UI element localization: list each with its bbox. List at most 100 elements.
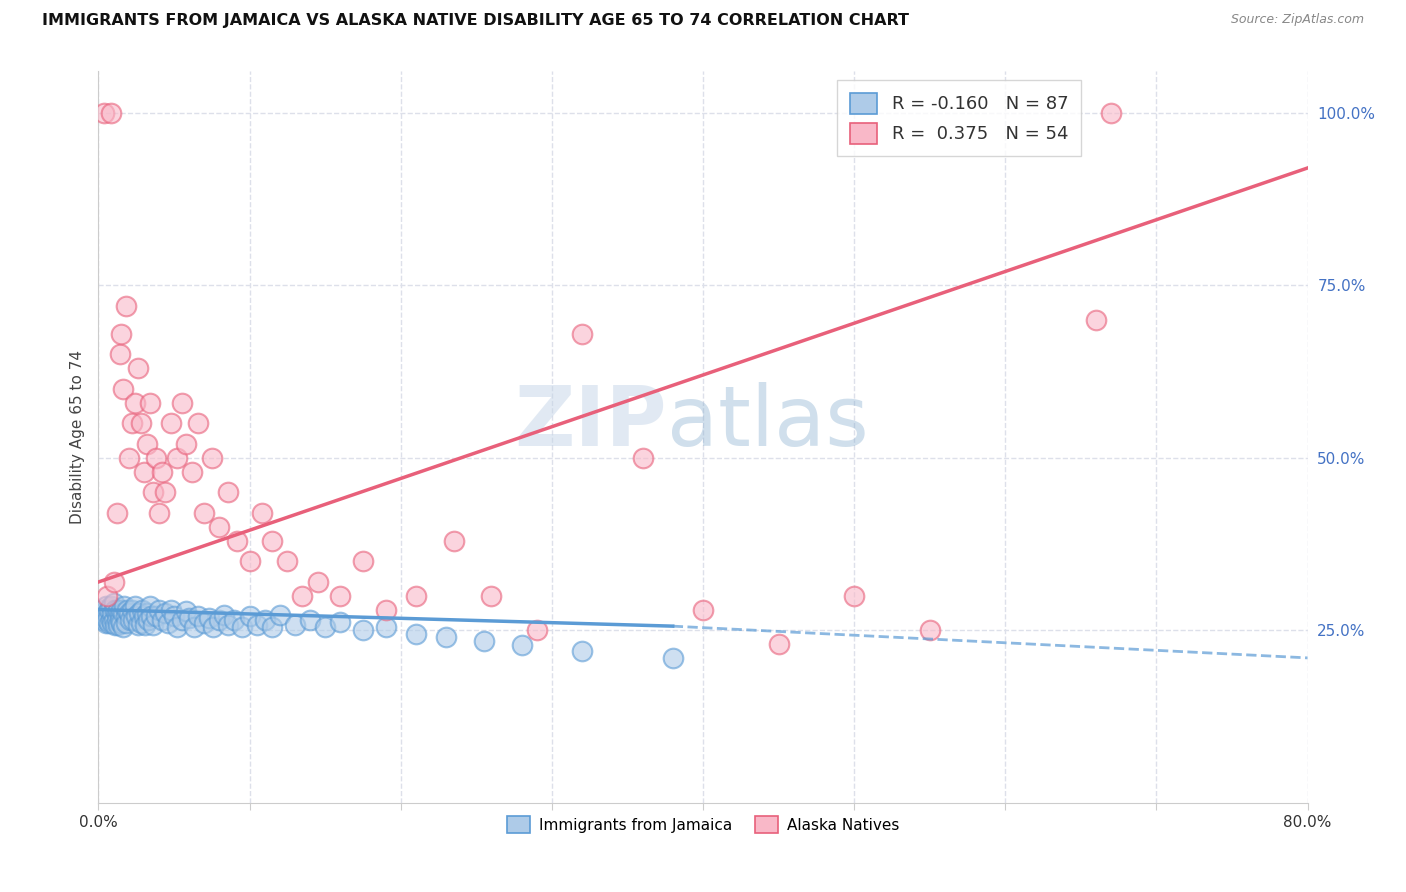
Point <box>104 602 127 616</box>
Point <box>174 604 197 618</box>
Point <box>101 616 124 631</box>
Point <box>174 437 197 451</box>
Point <box>163 609 186 624</box>
Point <box>131 602 153 616</box>
Point <box>170 395 193 409</box>
Point <box>510 639 533 653</box>
Point <box>108 613 131 627</box>
Point <box>100 599 122 614</box>
Point <box>94 599 117 614</box>
Point <box>239 554 262 568</box>
Point <box>128 606 150 620</box>
Point <box>124 599 146 614</box>
Point <box>571 326 593 341</box>
Point <box>129 417 152 431</box>
Point <box>1085 312 1108 326</box>
Point <box>329 589 352 603</box>
Point <box>187 417 209 431</box>
Point <box>156 616 179 631</box>
Point <box>226 533 249 548</box>
Point <box>98 602 121 616</box>
Point <box>135 606 157 620</box>
Point <box>405 626 427 640</box>
Point <box>103 574 125 589</box>
Point <box>150 613 173 627</box>
Point <box>145 609 167 624</box>
Point <box>122 613 145 627</box>
Point <box>181 465 204 479</box>
Point <box>692 602 714 616</box>
Point <box>114 609 136 624</box>
Point <box>120 613 142 627</box>
Point <box>107 602 129 616</box>
Point <box>142 617 165 632</box>
Point <box>118 450 141 465</box>
Point <box>132 609 155 624</box>
Point <box>107 617 129 632</box>
Point <box>201 450 224 465</box>
Point <box>108 347 131 361</box>
Point <box>217 485 239 500</box>
Point <box>90 602 112 616</box>
Point <box>108 606 131 620</box>
Point <box>96 606 118 620</box>
Point <box>150 465 173 479</box>
Point <box>166 450 188 465</box>
Text: Source: ZipAtlas.com: Source: ZipAtlas.com <box>1230 13 1364 27</box>
Point <box>111 382 134 396</box>
Point <box>93 609 115 624</box>
Point <box>352 554 374 568</box>
Point <box>284 617 307 632</box>
Point <box>231 620 253 634</box>
Point <box>374 602 396 616</box>
Point <box>239 609 262 624</box>
Point <box>329 615 352 629</box>
Point <box>100 105 122 120</box>
Point <box>170 613 193 627</box>
Point <box>262 533 284 548</box>
Point <box>768 637 790 651</box>
Point <box>127 617 149 632</box>
Point <box>526 624 548 638</box>
Point <box>112 599 135 614</box>
Point <box>253 613 276 627</box>
Point <box>443 533 465 548</box>
Point <box>132 465 155 479</box>
Y-axis label: Disability Age 65 to 74: Disability Age 65 to 74 <box>69 350 84 524</box>
Point <box>208 613 231 627</box>
Point <box>93 105 115 120</box>
Point <box>314 620 336 634</box>
Point <box>93 613 115 627</box>
Point <box>127 361 149 376</box>
Point <box>307 574 329 589</box>
Point <box>250 506 273 520</box>
Point <box>166 620 188 634</box>
Point <box>91 606 114 620</box>
Point <box>148 506 170 520</box>
Point <box>374 620 396 634</box>
Point <box>111 606 134 620</box>
Point <box>105 613 128 627</box>
Point <box>217 617 239 632</box>
Point <box>98 616 121 631</box>
Point <box>212 608 235 623</box>
Point <box>269 608 291 623</box>
Point <box>352 624 374 638</box>
Point <box>481 589 503 603</box>
Point <box>110 326 132 341</box>
Text: atlas: atlas <box>666 382 869 463</box>
Point <box>139 395 162 409</box>
Point <box>111 620 134 634</box>
Point <box>148 602 170 616</box>
Point <box>114 616 136 631</box>
Point <box>121 417 143 431</box>
Point <box>183 620 205 634</box>
Point <box>103 596 125 610</box>
Point <box>96 589 118 603</box>
Point <box>208 520 231 534</box>
Point <box>661 651 683 665</box>
Point <box>105 606 128 620</box>
Point <box>631 450 654 465</box>
Point <box>94 616 117 631</box>
Point <box>405 589 427 603</box>
